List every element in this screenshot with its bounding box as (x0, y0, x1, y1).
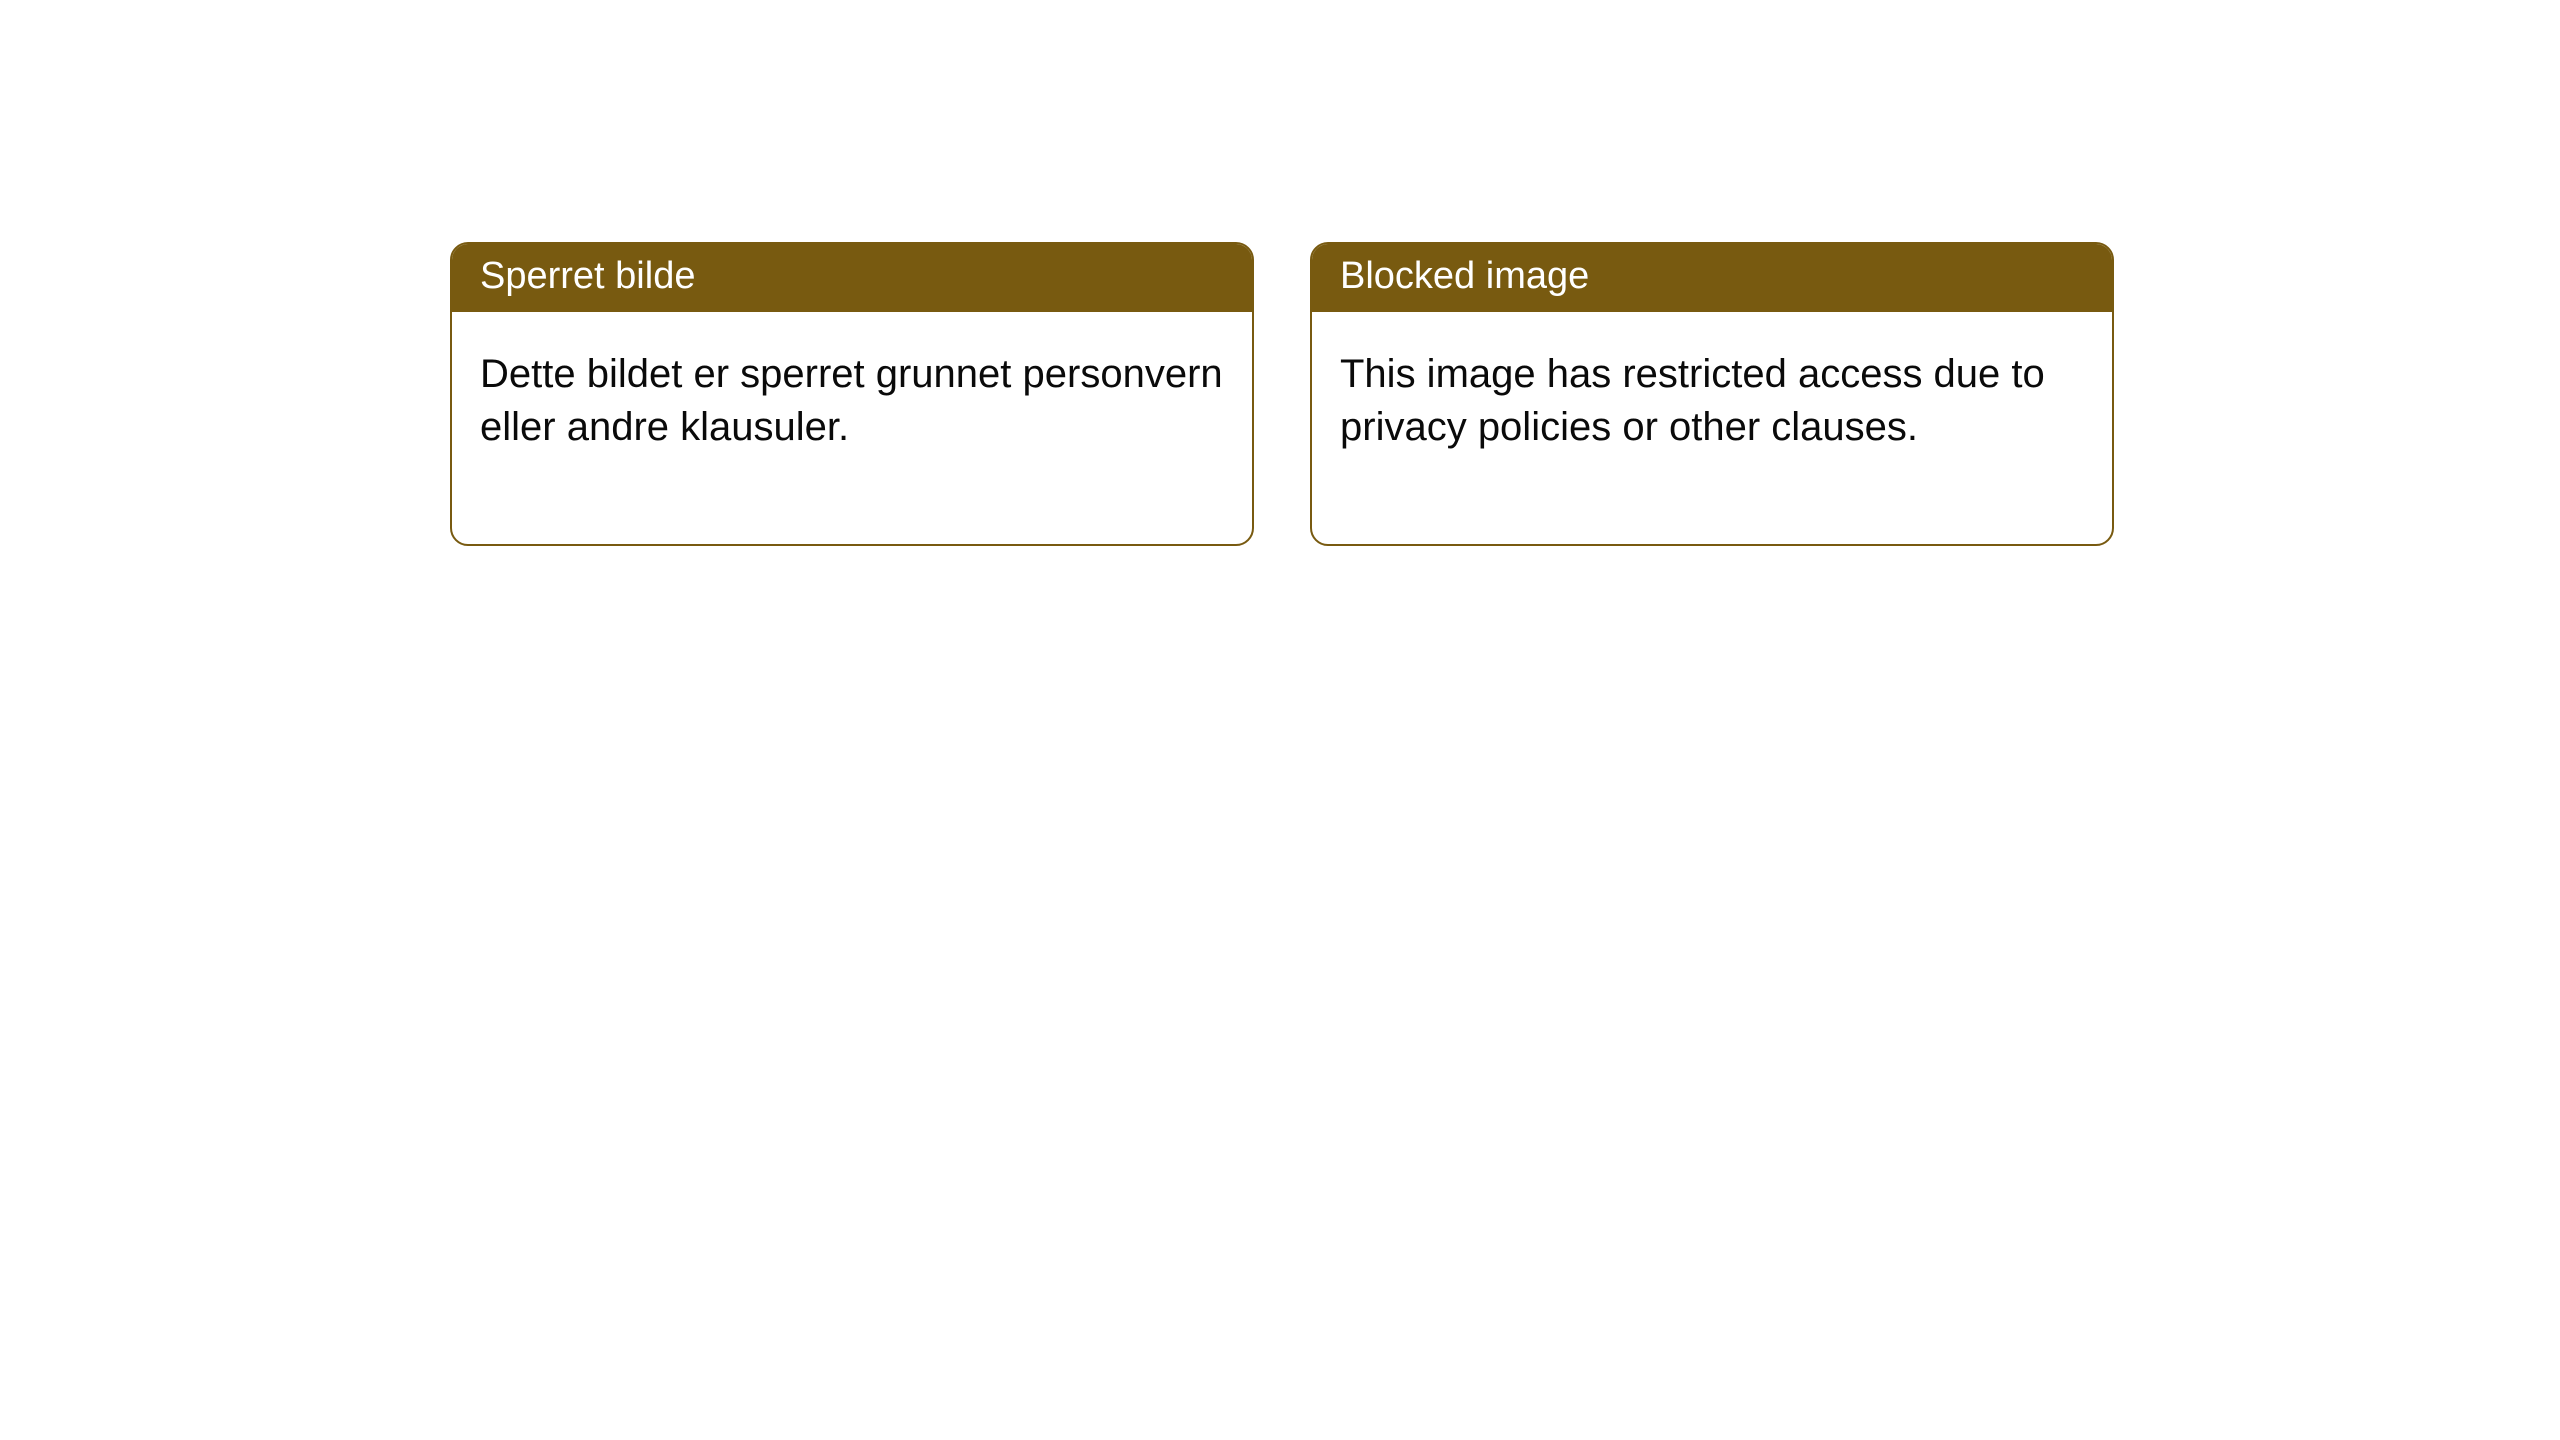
card-body-text: This image has restricted access due to … (1340, 352, 2045, 449)
card-body-text: Dette bildet er sperret grunnet personve… (480, 352, 1223, 449)
blocked-image-card-en: Blocked image This image has restricted … (1310, 242, 2114, 546)
card-body: This image has restricted access due to … (1312, 312, 2112, 544)
blocked-image-card-no: Sperret bilde Dette bildet er sperret gr… (450, 242, 1254, 546)
card-body: Dette bildet er sperret grunnet personve… (452, 312, 1252, 544)
card-title: Blocked image (1340, 255, 1589, 297)
card-header: Sperret bilde (452, 244, 1252, 312)
card-title: Sperret bilde (480, 255, 695, 297)
card-container: Sperret bilde Dette bildet er sperret gr… (0, 0, 2560, 546)
card-header: Blocked image (1312, 244, 2112, 312)
